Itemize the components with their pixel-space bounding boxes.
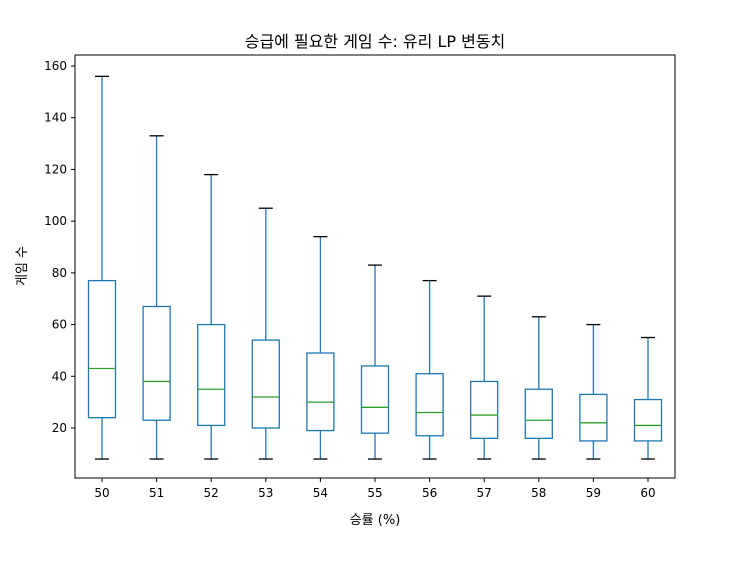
- y-tick-label: 120: [44, 162, 67, 176]
- box: [470, 380, 499, 439]
- y-tick-label: 60: [52, 318, 67, 332]
- box: [306, 352, 335, 432]
- x-tick-label: 54: [313, 486, 328, 500]
- chart-title: 승급에 필요한 게임 수: 유리 LP 변동치: [245, 32, 506, 51]
- x-tick-label: 50: [94, 486, 109, 500]
- x-tick-label: 52: [204, 486, 219, 500]
- x-axis-label: 승률 (%): [350, 513, 401, 528]
- x-tick-label: 53: [258, 486, 273, 500]
- x-tick-label: 57: [477, 486, 492, 500]
- y-tick-label: 40: [52, 369, 67, 383]
- y-tick-label: 100: [44, 214, 67, 228]
- plot-frame: [74, 54, 676, 479]
- box: [142, 305, 171, 421]
- x-tick-label: 51: [149, 486, 164, 500]
- box: [579, 393, 608, 442]
- y-tick-label: 20: [52, 421, 67, 435]
- box: [197, 323, 226, 427]
- y-tick-label: 160: [44, 59, 67, 73]
- box: [87, 279, 117, 419]
- box: [360, 365, 390, 434]
- box: [251, 339, 280, 429]
- x-tick-label: 56: [422, 486, 437, 500]
- y-axis-label: 게임 수: [15, 246, 30, 286]
- y-tick-label: 140: [44, 111, 67, 125]
- x-tick-label: 59: [586, 486, 601, 500]
- y-tick-label: 80: [52, 266, 67, 280]
- box: [415, 373, 444, 437]
- x-tick-label: 60: [640, 486, 655, 500]
- x-tick-label: 58: [531, 486, 546, 500]
- box: [633, 398, 663, 442]
- box: [524, 388, 553, 439]
- x-tick-label: 55: [367, 486, 382, 500]
